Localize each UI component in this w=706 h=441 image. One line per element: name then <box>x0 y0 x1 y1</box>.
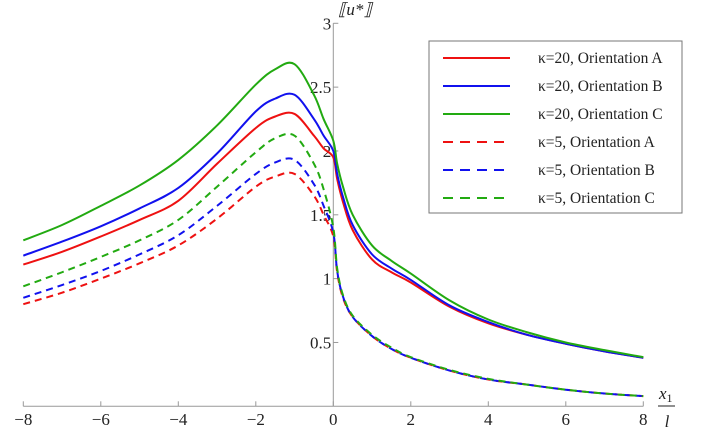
x-tick-label: 2 <box>407 410 416 429</box>
x-tick-label: −6 <box>92 410 110 429</box>
x-axis-label-den: l <box>665 412 670 431</box>
y-tick-label: 0.5 <box>310 333 331 352</box>
x-tick-label: −8 <box>14 410 32 429</box>
x-axis-label-num: x1 <box>658 384 673 405</box>
y-tick-label: 1 <box>323 270 332 289</box>
x-tick-label: 6 <box>562 410 571 429</box>
legend-label: κ=20, Orientation B <box>538 78 663 95</box>
x-tick-label: 4 <box>484 410 493 429</box>
x-axis-label: x1 l <box>658 384 675 431</box>
legend-label: κ=5, Orientation B <box>538 162 655 179</box>
curves <box>22 61 644 398</box>
series-line-2 <box>22 92 644 359</box>
x-tick-label: 0 <box>329 410 338 429</box>
x-tick-label: −4 <box>169 410 188 429</box>
series-line-5 <box>22 157 644 398</box>
legend: κ=20, Orientation A κ=20, Orientation B κ=… <box>428 40 683 214</box>
legend-label: κ=20, Orientation A <box>538 50 663 67</box>
x-tick-label: 8 <box>639 410 648 429</box>
y-tick-label: 2.5 <box>310 78 331 97</box>
legend-label: κ=5, Orientation C <box>538 190 655 207</box>
y-axis-label: ⟦u*⟧ <box>338 0 373 19</box>
series-line-3 <box>22 61 644 359</box>
x-tick-label: −2 <box>247 410 265 429</box>
legend-box <box>428 40 683 214</box>
series-line-6 <box>22 132 644 398</box>
legend-label: κ=20, Orientation C <box>538 106 663 123</box>
legend-label: κ=5, Orientation A <box>538 134 656 151</box>
y-tick-label: 3 <box>323 14 332 33</box>
